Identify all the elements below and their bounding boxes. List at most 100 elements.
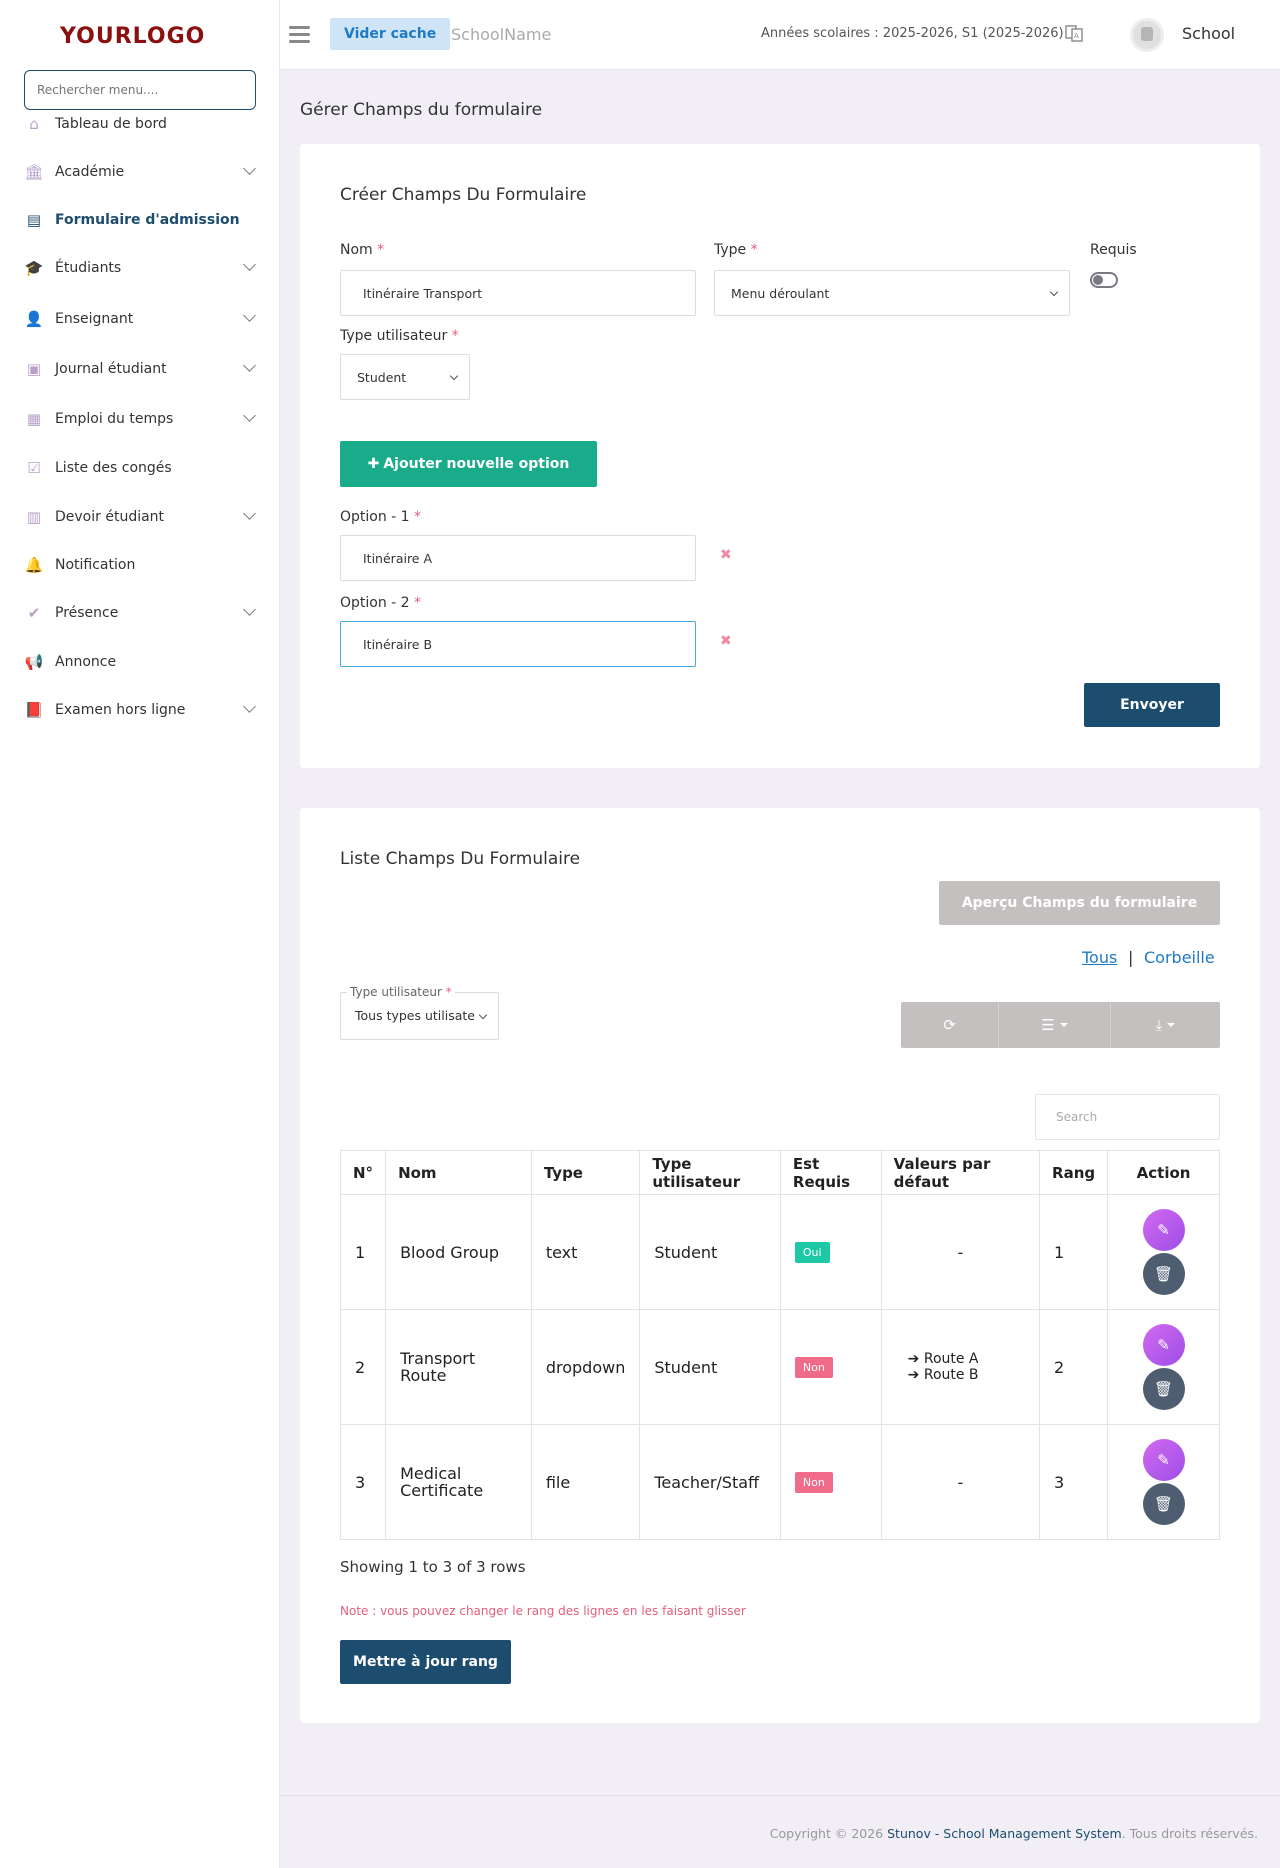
calendar-icon: ▦ [26,410,42,428]
table-toolbar: ⟳ ☰ ⤓ [901,1002,1220,1048]
sidebar-item-journal-étudiant[interactable]: ▣ Journal étudiant [0,349,280,389]
refresh-icon[interactable]: ⟳ [901,1002,999,1048]
col-action: Action [1107,1150,1220,1195]
sidebar-item-formulaire-d-admission[interactable]: ▤ Formulaire d'admission [0,200,280,240]
type-select[interactable]: Menu déroulant [714,270,1070,316]
user-type-filter-legend: Type utilisateur * [347,985,455,999]
filter-all-link[interactable]: Tous [1082,948,1118,967]
table-row[interactable]: 1 Blood Group text Student Oui -1 ✎ 🗑 [339,1194,1220,1310]
sidebar-item-label: Notification [55,557,136,573]
chevron-down-icon [243,162,256,175]
cell-required: Oui [779,1194,882,1310]
user-type-select[interactable]: Student [340,354,470,400]
download-icon[interactable]: ⤓ [1111,1002,1220,1048]
clear-cache-button[interactable]: Vider cache [330,18,451,50]
chevron-down-icon [243,409,256,422]
name-input[interactable]: Itinéraire Transport [340,270,696,316]
sidebar-item-annonce[interactable]: 📢 Annonce [0,642,280,682]
option-2-input[interactable]: Itinéraire B [340,621,696,667]
sidebar-item-emploi-du-temps[interactable]: ▦ Emploi du temps [0,399,280,439]
sidebar-item-label: Enseignant [55,311,134,327]
col-type[interactable]: Type [530,1150,641,1195]
col-defaults[interactable]: Valeurs par défaut [880,1150,1041,1195]
edit-icon[interactable]: ✎ [1142,1439,1185,1481]
school-name: SchoolName [451,25,552,44]
update-rank-button[interactable]: Mettre à jour rang [340,1640,511,1684]
col-user-type[interactable]: Type utilisateur [639,1150,781,1195]
sidebar-item-notification[interactable]: 🔔 Notification [0,545,280,585]
remove-option-1-icon[interactable]: ✖ [720,547,732,563]
sidebar-item-label: Devoir étudiant [55,509,165,525]
journal-icon: ▣ [26,360,42,378]
logo[interactable]: YOURLOGO [60,24,206,49]
user-type-filter-select[interactable]: Type utilisateur * Tous types utilisate [340,985,499,1040]
preview-form-button[interactable]: Aperçu Champs du formulaire [939,881,1220,925]
sidebar-item-label: Étudiants [55,260,122,276]
option-2-label: Option - 2 * [340,595,422,611]
option-1-input[interactable]: Itinéraire A [340,535,696,581]
sidebar-item-label: Journal étudiant [55,361,167,377]
trash-icon[interactable]: 🗑 [1142,1368,1185,1410]
cell-action: ✎ 🗑 [1107,1194,1220,1310]
table-search-input[interactable]: Search [1035,1094,1220,1140]
form-icon: ▤ [26,211,42,229]
chevron-down-icon [243,359,256,372]
sidebar-item-enseignant[interactable]: 👤 Enseignant [0,299,280,339]
sidebar-item-examen-hors-ligne[interactable]: 📕 Examen hors ligne [0,690,280,730]
avatar[interactable] [1130,18,1164,52]
chevron-down-icon [243,258,256,271]
table-row[interactable]: 2 Transport Route dropdown Student Non ➔ Rout… [339,1309,1220,1425]
col-number[interactable]: N° [339,1150,387,1195]
default-value: Route A [923,1351,979,1367]
col-name[interactable]: Nom [385,1150,532,1195]
edit-icon[interactable]: ✎ [1142,1324,1185,1366]
add-option-button[interactable]: ✚ Ajouter nouvelle option [340,441,597,487]
add-option-label: Ajouter nouvelle option [383,456,570,472]
academic-years[interactable]: Années scolaires : 2025-2026, S1 (2025-2… [761,26,1064,41]
homework-icon: ▥ [26,508,42,526]
sidebar-item-présence[interactable]: ✔ Présence [0,593,280,633]
default-value: Route B [923,1367,979,1383]
submit-button[interactable]: Envoyer [1084,683,1220,727]
sidebar-item-label: Annonce [55,654,117,670]
arrow-right-icon: ➔ [907,1367,920,1383]
remove-option-2-icon[interactable]: ✖ [720,633,732,649]
cell-name: Medical Certificate [385,1424,532,1540]
filter-trash-link[interactable]: Corbeille [1144,948,1215,967]
cell-defaults: - [880,1194,1041,1310]
trash-icon[interactable]: 🗑 [1142,1253,1185,1295]
sidebar-item-académie[interactable]: 🏛 Académie [0,152,280,192]
columns-icon[interactable]: ☰ [999,1002,1111,1048]
table-row[interactable]: 3 Medical Certificate file Teacher/Staff Non… [339,1424,1220,1540]
home-icon: ⌂ [29,115,39,133]
cell-name: Transport Route [385,1309,532,1425]
bell-icon: 🔔 [24,556,44,574]
sidebar-item-devoir-étudiant[interactable]: ▥ Devoir étudiant [0,497,280,537]
create-form-card: Créer Champs Du Formulaire Nom * Itinéra… [300,144,1260,768]
cell-type: file [530,1424,641,1540]
footer: Copyright © 2026 Stunov - School Managem… [280,1795,1280,1868]
sidebar-item-liste-des-congés[interactable]: ☑ Liste des congés [0,448,280,488]
menu-search-input[interactable] [24,70,256,110]
col-required[interactable]: Est Requis [779,1150,882,1195]
chevron-down-icon [243,603,256,616]
sidebar-item-étudiants[interactable]: 🎓 Étudiants [0,248,280,288]
cell-defaults: ➔ Route A ➔ Route B [880,1309,1041,1425]
col-rank[interactable]: Rang [1039,1150,1109,1195]
required-toggle[interactable] [1090,272,1118,288]
check-icon: ✔ [27,604,41,622]
sidebar-item-label: Présence [55,605,119,621]
copyright: Copyright © 2026 Stunov - School Managem… [769,1826,1258,1841]
footer-brand-link[interactable]: Stunov - School Management System [887,1826,1122,1841]
filter-separator: | [1128,948,1134,967]
user-name[interactable]: School [1182,24,1236,43]
hamburger-menu-icon[interactable] [289,26,310,43]
sidebar-item-tableau-de-bord[interactable]: ⌂ Tableau de bord [0,104,280,144]
sidebar-item-label: Formulaire d'admission [55,212,240,228]
language-icon[interactable]: A [1064,24,1084,44]
plus-icon: ✚ [367,456,380,472]
cell-number: 2 [339,1309,387,1425]
edit-icon[interactable]: ✎ [1142,1209,1185,1251]
chevron-down-icon [1049,287,1059,297]
trash-icon[interactable]: 🗑 [1142,1483,1185,1525]
